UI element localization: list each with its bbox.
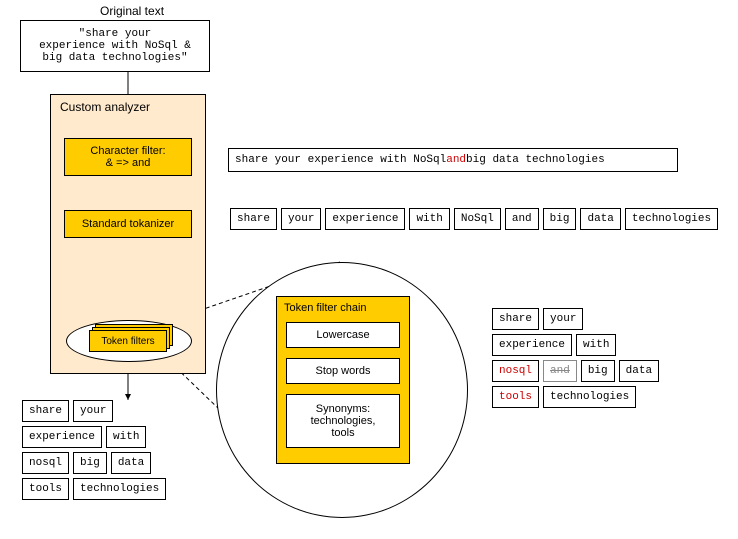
mid-tokens: shareyour experiencewith nosqlandbigdata to… bbox=[490, 306, 700, 410]
token: data bbox=[580, 208, 620, 230]
token: NoSql bbox=[454, 208, 501, 230]
original-text-box: "share your experience with NoSql & big … bbox=[20, 20, 210, 72]
token: your bbox=[73, 400, 113, 422]
token: technologies bbox=[625, 208, 718, 230]
token: with bbox=[106, 426, 146, 448]
token: experience bbox=[492, 334, 572, 356]
char-filter-output: share your experience with NoSql and big… bbox=[228, 148, 678, 172]
tokenizer-step: Standard tokanizer bbox=[64, 210, 192, 238]
chain-stopwords: Stop words bbox=[286, 358, 400, 384]
token: with bbox=[576, 334, 616, 356]
final-tokens: shareyour experiencewith nosqlbigdata tools… bbox=[20, 398, 220, 502]
token: big bbox=[73, 452, 107, 474]
char-out-accent: and bbox=[446, 154, 466, 166]
token-filters-stack-1: Token filters bbox=[89, 330, 167, 352]
token: share bbox=[492, 308, 539, 330]
token: tools bbox=[22, 478, 69, 500]
token: nosql bbox=[22, 452, 69, 474]
token: nosql bbox=[492, 360, 539, 382]
token: big bbox=[543, 208, 577, 230]
token: tools bbox=[492, 386, 539, 408]
token: your bbox=[281, 208, 321, 230]
token: and bbox=[543, 360, 577, 382]
token-filter-chain-label: Token filter chain bbox=[284, 302, 367, 314]
char-out-suffix: big data technologies bbox=[466, 154, 605, 166]
chain-synonyms: Synonyms: technologies, tools bbox=[286, 394, 400, 448]
token: share bbox=[230, 208, 277, 230]
token: big bbox=[581, 360, 615, 382]
custom-analyzer-label: Custom analyzer bbox=[60, 100, 150, 114]
char-out-prefix: share your experience with NoSql bbox=[235, 154, 446, 166]
token: technologies bbox=[543, 386, 636, 408]
token: share bbox=[22, 400, 69, 422]
token: and bbox=[505, 208, 539, 230]
token: experience bbox=[22, 426, 102, 448]
original-text-label: Original text bbox=[100, 4, 164, 18]
token: data bbox=[619, 360, 659, 382]
token: experience bbox=[325, 208, 405, 230]
token: technologies bbox=[73, 478, 166, 500]
chain-lowercase: Lowercase bbox=[286, 322, 400, 348]
token: data bbox=[111, 452, 151, 474]
token: with bbox=[409, 208, 449, 230]
token: your bbox=[543, 308, 583, 330]
tokenizer-output: shareyourexperiencewithNoSqlandbigdatate… bbox=[228, 206, 728, 232]
char-filter-step: Character filter: & => and bbox=[64, 138, 192, 176]
